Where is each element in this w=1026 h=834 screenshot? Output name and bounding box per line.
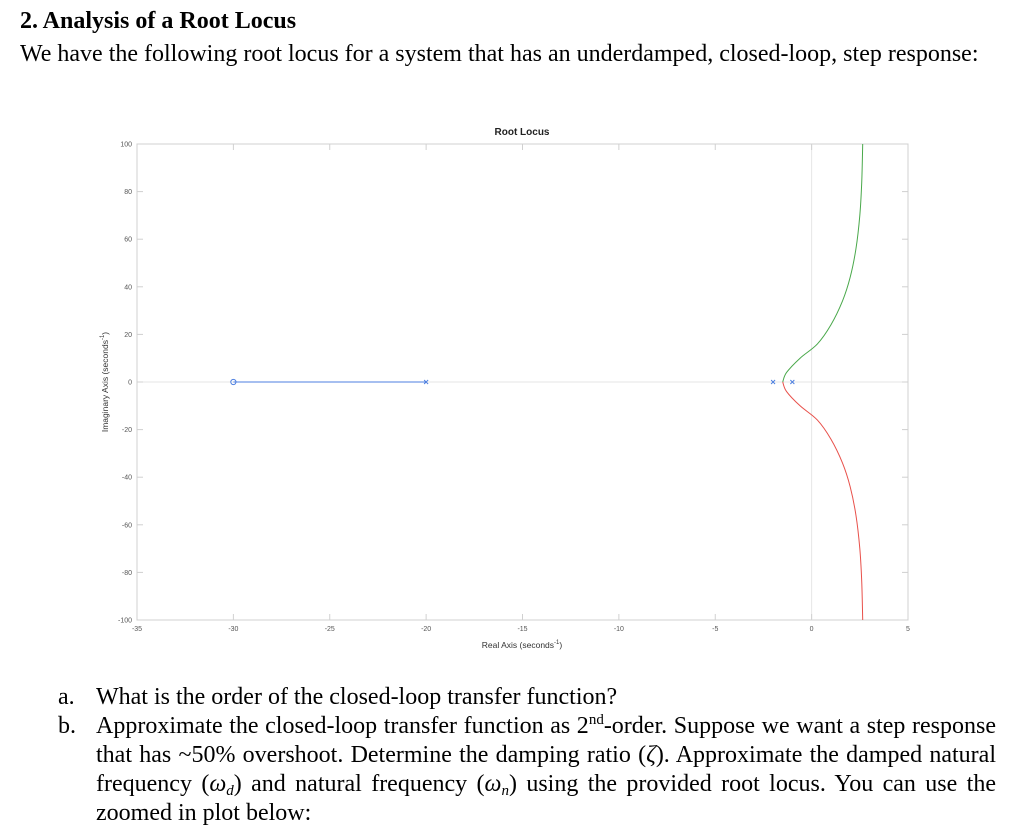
question-label: b. — [58, 713, 76, 739]
locus-branches — [233, 143, 864, 621]
x-tick-label: -20 — [421, 626, 431, 633]
x-tick-label: -5 — [712, 626, 718, 633]
pole-zero-markers — [230, 378, 795, 386]
y-tick-label: -60 — [122, 522, 132, 529]
x-axis-ticks: -35 -30 -25 -20 -15 -10 -5 0 5 — [132, 144, 910, 633]
question-a: a. What is the order of the closed-loop t… — [0, 683, 996, 712]
y-tick-label: 100 — [120, 142, 132, 149]
x-tick-label: 0 — [810, 626, 814, 633]
y-tick-label: 80 — [124, 189, 132, 196]
root-locus-chart: Root Locus -35 -30 -25 -20 -15 -10 -5 0 5 -100 -8… — [100, 127, 910, 650]
question-b: b. Approximate the closed-loop transfer f… — [0, 712, 996, 828]
question-text: Approximate the closed-loop transfer fun… — [96, 712, 997, 827]
x-tick-label: -30 — [228, 626, 238, 633]
y-tick-label: -20 — [122, 427, 132, 434]
x-tick-label: -35 — [132, 626, 142, 633]
x-tick-label: 5 — [906, 626, 910, 633]
zeta-symbol: ζ — [646, 742, 656, 768]
y-axis-label: Imaginary Axis (seconds-1) — [100, 332, 110, 432]
y-tick-label: -80 — [122, 570, 132, 577]
y-tick-label: 60 — [124, 237, 132, 244]
x-tick-label: -25 — [325, 626, 335, 633]
question-text: What is the order of the closed-loop tra… — [96, 684, 618, 710]
omega-d-symbol: ωd — [209, 771, 234, 799]
locus-branch — [782, 381, 864, 621]
y-tick-label: -100 — [118, 618, 132, 625]
pole-marker — [789, 379, 795, 385]
y-tick-label: 0 — [128, 380, 132, 387]
y-axis-ticks: -100 -80 -60 -40 -20 0 20 40 60 80 100 — [118, 142, 908, 625]
x-tick-label: -15 — [517, 626, 527, 633]
omega-n-symbol: ωn — [484, 771, 509, 799]
pole-marker — [423, 379, 429, 385]
intro-paragraph: We have the following root locus for a s… — [20, 41, 979, 67]
locus-branch — [782, 143, 864, 383]
section-heading: 2. Analysis of a Root Locus — [20, 8, 297, 34]
y-tick-label: -40 — [122, 475, 132, 482]
pole-marker — [770, 379, 776, 385]
y-tick-label: 40 — [124, 284, 132, 291]
x-tick-label: -10 — [614, 626, 624, 633]
chart-title: Root Locus — [495, 127, 550, 138]
y-tick-label: 20 — [124, 332, 132, 339]
question-list: a. What is the order of the closed-loop t… — [0, 683, 1026, 828]
x-axis-label: Real Axis (seconds-1) — [482, 640, 563, 650]
question-label: a. — [58, 684, 75, 710]
zero-marker — [230, 378, 237, 386]
